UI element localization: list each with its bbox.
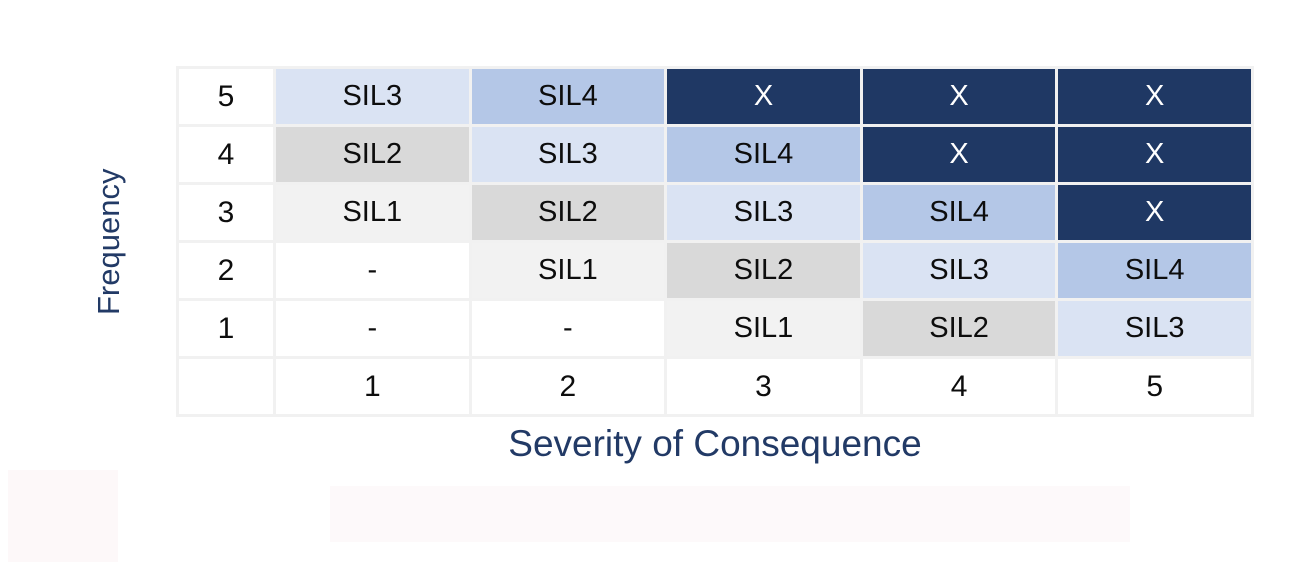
matrix-cell: SIL3 xyxy=(471,127,665,182)
matrix-cell: SIL3 xyxy=(1058,301,1251,356)
matrix-cell: SIL1 xyxy=(276,185,469,240)
matrix-cell: - xyxy=(276,243,469,298)
risk-matrix-table: 5 SIL3 SIL4 X X X 4 SIL2 SIL3 SIL4 X X 3 SIL1 SIL2 SIL3… xyxy=(176,66,1254,417)
matrix-cell: X xyxy=(862,127,1056,182)
matrix-cell: SIL3 xyxy=(667,185,860,240)
matrix-row: 2- SIL1 SIL2 SIL3 SIL4 xyxy=(179,243,1251,298)
frequency-tick: 2 xyxy=(179,243,273,298)
matrix-cell: SIL2 xyxy=(667,243,860,298)
matrix-cell: X xyxy=(1058,127,1251,182)
matrix-cell: SIL2 xyxy=(471,185,665,240)
matrix-cell: X xyxy=(667,69,860,124)
matrix-cell: SIL1 xyxy=(471,243,665,298)
matrix-cell: SIL2 xyxy=(862,301,1056,356)
matrix-cell: - xyxy=(471,301,665,356)
corner-cell xyxy=(179,359,273,414)
matrix-cell: - xyxy=(276,301,469,356)
matrix-cell: SIL2 xyxy=(276,127,469,182)
frequency-tick: 1 xyxy=(179,301,273,356)
frequency-tick: 5 xyxy=(179,69,273,124)
severity-tick: 2 xyxy=(471,359,665,414)
matrix-row: 4 SIL2 SIL3 SIL4 X X xyxy=(179,127,1251,182)
matrix-row: 3 SIL1 SIL2 SIL3 SIL4 X xyxy=(179,185,1251,240)
matrix-cell: SIL4 xyxy=(471,69,665,124)
frequency-tick: 3 xyxy=(179,185,273,240)
severity-tick: 3 xyxy=(667,359,860,414)
matrix-cell: SIL4 xyxy=(862,185,1056,240)
matrix-cell: X xyxy=(1058,185,1251,240)
matrix-cell: X xyxy=(862,69,1056,124)
severity-tick: 5 xyxy=(1058,359,1251,414)
matrix-cell: SIL3 xyxy=(862,243,1056,298)
severity-tick: 4 xyxy=(862,359,1056,414)
matrix-row: 5 SIL3 SIL4 X X X xyxy=(179,69,1251,124)
background-artifact xyxy=(330,486,1130,542)
y-axis-label: Frequency xyxy=(91,168,126,315)
frequency-tick: 4 xyxy=(179,127,273,182)
matrix-row: 1- - SIL1 SIL2 SIL3 xyxy=(179,301,1251,356)
matrix-cell: SIL3 xyxy=(276,69,469,124)
x-axis-label: Severity of Consequence xyxy=(508,423,922,464)
matrix-cell: SIL4 xyxy=(1058,243,1251,298)
matrix-cell: X xyxy=(1058,69,1251,124)
severity-tick: 1 xyxy=(276,359,469,414)
matrix-cell: SIL4 xyxy=(667,127,860,182)
matrix-cell: SIL1 xyxy=(667,301,860,356)
background-artifact xyxy=(8,470,118,562)
